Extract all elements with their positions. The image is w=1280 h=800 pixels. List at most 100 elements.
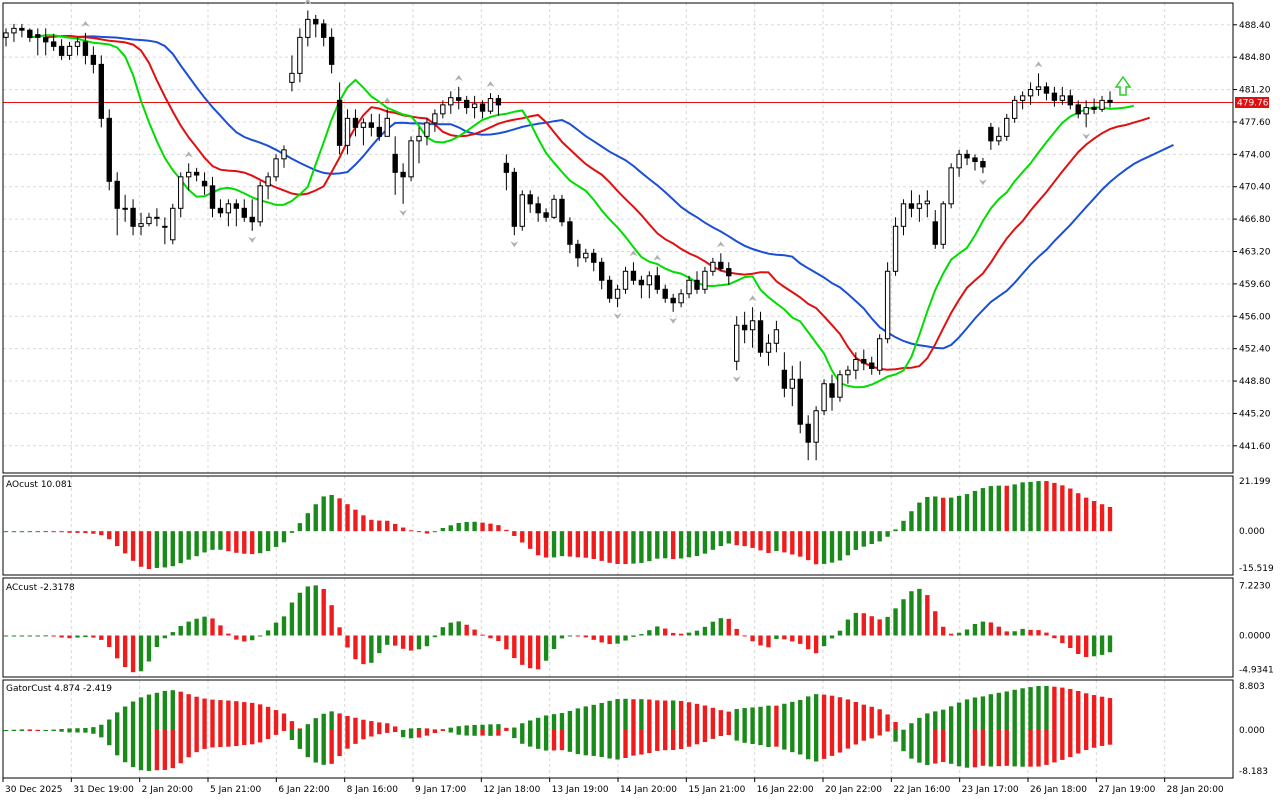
gator-up-bar — [448, 727, 453, 730]
gator-up-bar — [1076, 691, 1081, 730]
gator-down-bar — [210, 730, 215, 748]
ac-bar — [670, 632, 676, 636]
ao-bar — [829, 531, 835, 563]
candle-body — [567, 221, 573, 245]
ac-bar — [281, 616, 287, 636]
candle-body — [90, 54, 97, 65]
candle — [837, 370, 843, 402]
ac-bar — [972, 624, 978, 636]
ac-tick-label: -4.9341 — [1239, 666, 1274, 676]
gator-down-bar — [226, 730, 231, 747]
candle — [988, 122, 994, 150]
gator-down-bar — [559, 730, 565, 751]
gator-up-bar — [813, 694, 819, 730]
candle-body — [456, 97, 462, 101]
ao-bar — [369, 519, 374, 532]
gator-down-bar — [432, 730, 438, 734]
candle — [1027, 82, 1034, 105]
candle-body — [638, 279, 645, 286]
candle-body — [694, 279, 700, 290]
ao-bar — [917, 502, 922, 532]
ac-bar — [416, 635, 422, 650]
ao-bar — [480, 522, 485, 532]
gator-down-bar — [837, 730, 843, 753]
candle-body — [598, 261, 605, 281]
gator-up-bar — [1068, 688, 1073, 730]
candle — [591, 248, 597, 272]
ac-bar — [146, 635, 152, 662]
ac-bar — [361, 635, 366, 665]
candle — [551, 194, 557, 220]
candle — [11, 23, 17, 42]
ac-bar — [1083, 635, 1089, 658]
ac-bar — [1044, 632, 1049, 636]
candle-body — [527, 194, 533, 205]
candle-body — [686, 279, 692, 295]
y-tick-label: 484.80 — [1239, 53, 1271, 63]
gator-down-bar — [948, 730, 954, 764]
ao-tick-label: -15.519 — [1239, 564, 1274, 574]
ao-bar — [615, 531, 620, 564]
candle — [575, 239, 581, 267]
candle-body — [209, 185, 216, 209]
ao-panel-frame — [2, 475, 1234, 576]
candle-body — [336, 99, 343, 146]
ac-bar — [837, 630, 843, 636]
gator-up-bar — [432, 729, 438, 731]
gator-down-bar — [138, 730, 144, 771]
ao-bar — [726, 531, 731, 544]
ac-bar — [3, 635, 9, 637]
gator-down-bar — [639, 730, 644, 755]
candle-body — [3, 32, 9, 38]
ac-bar — [663, 628, 668, 636]
ao-bar — [1060, 485, 1065, 532]
candle-body — [432, 113, 438, 124]
gator-down-bar — [964, 730, 970, 768]
candle — [1075, 100, 1081, 119]
ac-bar — [543, 635, 549, 661]
gator-down-bar — [726, 730, 731, 735]
ac-bar — [107, 635, 112, 648]
gator-down-bar — [980, 730, 986, 766]
candle-body — [19, 27, 25, 31]
gator-down-bar — [1028, 730, 1033, 767]
ao-bar — [1076, 493, 1081, 532]
gator-up-bar — [1107, 698, 1113, 730]
ac-bar — [91, 635, 96, 638]
ao-bar — [647, 531, 652, 562]
gator-up-bar — [242, 702, 247, 730]
ao-bar — [416, 531, 422, 533]
candle-body — [908, 203, 915, 209]
candle — [43, 28, 49, 56]
ao-bar — [869, 531, 874, 545]
teeth-line — [45, 34, 1151, 371]
candle — [352, 109, 359, 137]
candle — [583, 248, 589, 263]
gator-down-bar — [456, 730, 461, 735]
gator-down-bar — [178, 730, 183, 764]
candle — [50, 33, 57, 51]
candle-body — [980, 161, 986, 168]
ao-bar — [655, 531, 660, 559]
candle-body — [718, 261, 724, 270]
ac-bar — [297, 592, 303, 636]
candle — [456, 86, 462, 110]
ao-bar — [218, 531, 223, 550]
ao-bar — [59, 531, 64, 533]
ao-bar — [488, 523, 493, 532]
ao-bar — [996, 485, 1001, 532]
gator-up-bar — [758, 706, 763, 730]
ac-bar — [464, 624, 469, 636]
ac-bar — [988, 622, 994, 636]
gator-down-bar — [289, 730, 295, 740]
ao-bar — [392, 523, 398, 532]
ac-bar — [480, 634, 485, 636]
ao-bar — [686, 531, 692, 558]
gator-down-bar — [242, 730, 247, 745]
ao-bar — [678, 531, 684, 559]
gator-up-bar — [226, 700, 231, 730]
ao-bar — [964, 494, 970, 532]
candle-body — [1099, 99, 1105, 110]
candle-body — [114, 180, 120, 209]
gator-down-bar — [567, 730, 573, 752]
